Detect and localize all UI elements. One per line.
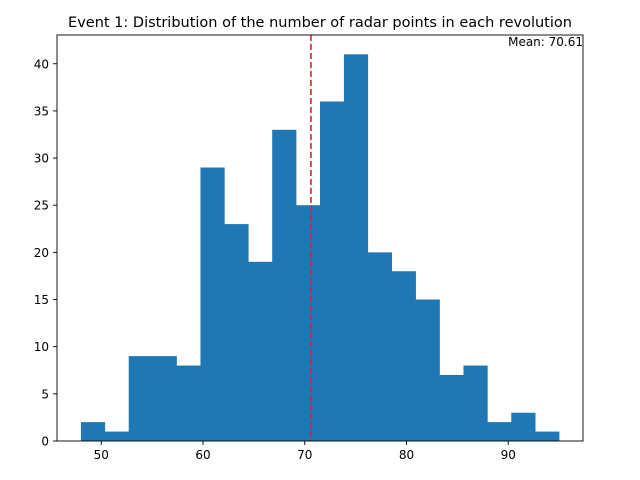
y-tick-label-2: 10	[34, 340, 49, 354]
y-tick-label-3: 15	[34, 293, 49, 307]
bars-group	[80, 54, 560, 442]
histogram-bar-5	[200, 167, 225, 441]
x-tick-label-4: 90	[501, 448, 516, 462]
histogram-bar-14	[415, 299, 440, 441]
y-tick-label-0: 0	[41, 435, 49, 449]
histogram-bar-11	[343, 54, 369, 441]
histogram-bar-15	[439, 374, 464, 441]
histogram-bar-19	[535, 431, 560, 441]
histogram-bar-7	[248, 261, 273, 441]
histogram-bar-1	[104, 431, 130, 441]
x-tick-label-2: 70	[297, 448, 312, 462]
y-tick-label-5: 25	[34, 199, 49, 213]
histogram-bar-3	[152, 356, 177, 441]
histogram-bar-8	[272, 129, 297, 441]
y-tick-label-8: 40	[34, 57, 49, 71]
histogram-bar-12	[367, 252, 393, 441]
plot-frame	[56, 34, 584, 442]
chart-title: Event 1: Distribution of the number of r…	[68, 15, 572, 31]
histogram-bar-4	[176, 365, 201, 441]
histogram-bar-2	[128, 356, 153, 441]
y-tick-label-7: 35	[34, 104, 49, 118]
x-tick-label-0: 50	[94, 448, 109, 462]
mean-annotation: Mean: 70.61	[508, 35, 583, 49]
histogram-bar-6	[224, 224, 249, 441]
histogram-bar-10	[320, 101, 345, 442]
histogram-bar-17	[487, 422, 512, 441]
histogram-bar-16	[463, 365, 488, 441]
histogram-bar-18	[511, 412, 536, 441]
histogram-bar-13	[391, 271, 416, 441]
y-tick-label-4: 20	[34, 246, 49, 260]
histogram-bar-0	[80, 422, 106, 441]
x-tick-label-1: 60	[195, 448, 210, 462]
y-tick-label-1: 5	[41, 387, 49, 401]
histogram-bar-9	[296, 205, 321, 441]
x-tick-label-3: 80	[399, 448, 414, 462]
y-tick-label-6: 30	[34, 152, 49, 166]
x-axis: 50 60 70 80 90	[94, 441, 516, 462]
y-axis: 0 5 10 15 20 25 30 35 40	[34, 57, 57, 449]
